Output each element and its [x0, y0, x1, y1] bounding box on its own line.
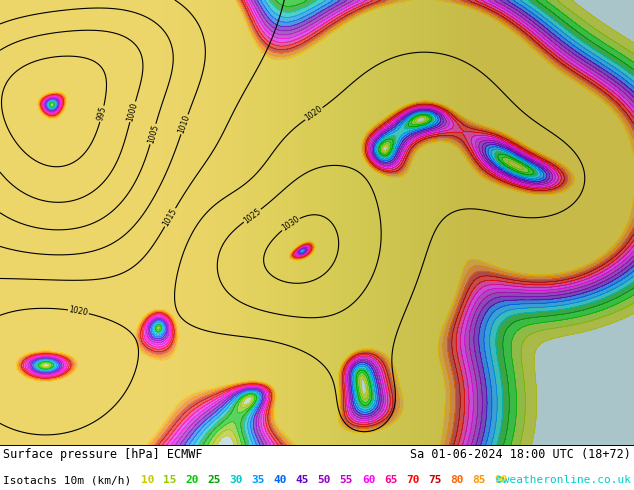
Text: 50: 50: [318, 475, 331, 485]
Text: 65: 65: [384, 475, 398, 485]
Text: 80: 80: [450, 475, 464, 485]
Text: ©weatheronline.co.uk: ©weatheronline.co.uk: [496, 475, 631, 485]
Text: 75: 75: [428, 475, 442, 485]
Text: 20: 20: [185, 475, 198, 485]
Text: 1025: 1025: [242, 206, 262, 225]
Text: 35: 35: [251, 475, 265, 485]
Text: 1015: 1015: [162, 207, 179, 228]
Text: Isotachs 10m (km/h): Isotachs 10m (km/h): [3, 475, 131, 485]
Text: 1005: 1005: [146, 123, 160, 145]
Text: 70: 70: [406, 475, 420, 485]
Text: 1030: 1030: [280, 215, 301, 233]
Text: 60: 60: [362, 475, 375, 485]
Text: 55: 55: [340, 475, 353, 485]
Text: 10: 10: [141, 475, 154, 485]
Text: 90: 90: [495, 475, 508, 485]
Text: 85: 85: [472, 475, 486, 485]
Text: 1010: 1010: [177, 114, 192, 135]
Text: 40: 40: [273, 475, 287, 485]
Text: 1020: 1020: [68, 305, 89, 318]
Text: Surface pressure [hPa] ECMWF: Surface pressure [hPa] ECMWF: [3, 448, 203, 462]
Text: 1000: 1000: [126, 101, 139, 122]
Text: 15: 15: [163, 475, 176, 485]
Text: Sa 01-06-2024 18:00 UTC (18+72): Sa 01-06-2024 18:00 UTC (18+72): [410, 448, 631, 462]
Text: 25: 25: [207, 475, 221, 485]
Text: 30: 30: [229, 475, 243, 485]
Text: 45: 45: [295, 475, 309, 485]
Text: 995: 995: [96, 105, 108, 122]
Text: 1020: 1020: [303, 104, 324, 123]
